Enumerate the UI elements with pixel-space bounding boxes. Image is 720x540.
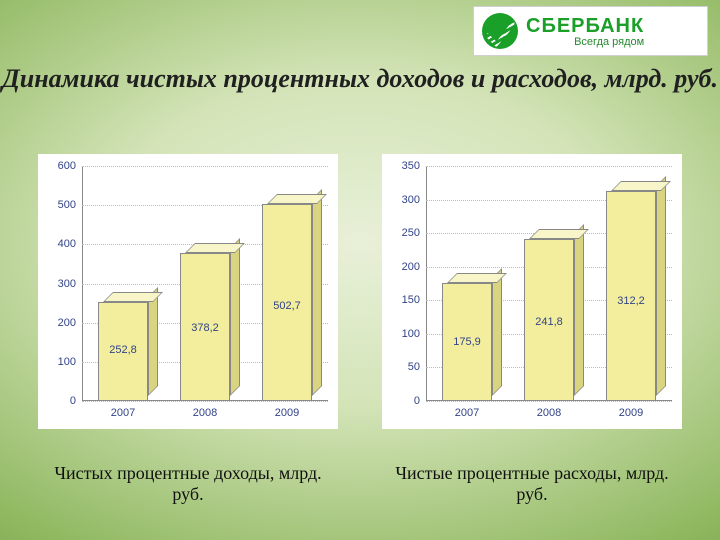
y-tick: 600 bbox=[58, 160, 82, 172]
chart-right-caption: Чистые процентные расходы, млрд. руб. bbox=[382, 463, 682, 504]
brand-text: СБЕРБАНК Всегда рядом bbox=[526, 15, 644, 48]
y-tick: 300 bbox=[58, 278, 82, 290]
x-tick: 2007 bbox=[455, 401, 479, 419]
bar-value-label: 241,8 bbox=[535, 316, 563, 328]
y-tick: 0 bbox=[414, 395, 426, 407]
bar-value-label: 312,2 bbox=[617, 295, 645, 307]
bar-value-label: 175,9 bbox=[453, 336, 481, 348]
bar-top bbox=[267, 194, 327, 204]
y-tick: 350 bbox=[402, 160, 426, 172]
bar-top bbox=[103, 292, 163, 302]
page-title: Динамика чистых процентных доходов и рас… bbox=[0, 64, 720, 94]
y-tick: 400 bbox=[58, 238, 82, 250]
bar-top bbox=[447, 273, 507, 283]
y-tick: 150 bbox=[402, 294, 426, 306]
x-tick: 2008 bbox=[193, 401, 217, 419]
chart-left: 0 100 200 300 400 500 600 252,8 2007 378,2 2008 502… bbox=[38, 154, 338, 504]
bar: 378,2 bbox=[180, 253, 230, 401]
bar-side bbox=[574, 224, 584, 396]
bar: 502,7 bbox=[262, 204, 312, 401]
bar-side bbox=[312, 189, 322, 396]
y-tick: 300 bbox=[402, 194, 426, 206]
x-tick: 2008 bbox=[537, 401, 561, 419]
chart-left-caption: Чистых процентные доходы, млрд. руб. bbox=[38, 463, 338, 504]
bar-value-label: 378,2 bbox=[191, 322, 219, 334]
brand-tagline: Всегда рядом bbox=[526, 36, 644, 48]
x-tick: 2007 bbox=[111, 401, 135, 419]
y-tick: 0 bbox=[70, 395, 82, 407]
bar-side bbox=[656, 176, 666, 396]
x-tick: 2009 bbox=[619, 401, 643, 419]
chart-right: 0 50 100 150 200 250 300 350 175,9 2007 241,8 2008 3… bbox=[382, 154, 682, 504]
bar: 252,8 bbox=[98, 302, 148, 401]
bar: 241,8 bbox=[524, 239, 574, 401]
y-tick: 200 bbox=[402, 261, 426, 273]
y-tick: 100 bbox=[402, 328, 426, 340]
plot-right: 050100150200250300350175,92007241,820083… bbox=[426, 166, 672, 401]
brand-name: СБЕРБАНК bbox=[526, 15, 644, 38]
bar-value-label: 502,7 bbox=[273, 300, 301, 312]
y-tick: 500 bbox=[58, 199, 82, 211]
y-tick: 100 bbox=[58, 356, 82, 368]
charts-row: 0100200300400500600252,82007378,22008502… bbox=[34, 154, 686, 504]
bar: 312,2 bbox=[606, 191, 656, 401]
bar-top bbox=[611, 181, 671, 191]
bar-value-label: 252,8 bbox=[109, 344, 137, 356]
x-tick: 2009 bbox=[275, 401, 299, 419]
bar-top bbox=[185, 243, 245, 253]
bar-top bbox=[529, 229, 589, 239]
plot-left: 0100200300400500600252,82007378,22008502… bbox=[82, 166, 328, 401]
gridline bbox=[426, 166, 672, 167]
bar-side bbox=[148, 287, 158, 396]
y-tick: 250 bbox=[402, 227, 426, 239]
chart-right-area: 0 50 100 150 200 250 300 350 175,9 2007 241,8 2008 3… bbox=[382, 154, 682, 429]
bar: 175,9 bbox=[442, 283, 492, 401]
y-tick: 200 bbox=[58, 317, 82, 329]
bar-side bbox=[230, 238, 240, 396]
gridline bbox=[82, 166, 328, 167]
sberbank-icon bbox=[482, 13, 518, 49]
chart-left-area: 0 100 200 300 400 500 600 252,8 2007 378,2 2008 502… bbox=[38, 154, 338, 429]
brand-logo: СБЕРБАНК Всегда рядом bbox=[473, 6, 708, 56]
bar-side bbox=[492, 268, 502, 396]
y-tick: 50 bbox=[408, 361, 426, 373]
